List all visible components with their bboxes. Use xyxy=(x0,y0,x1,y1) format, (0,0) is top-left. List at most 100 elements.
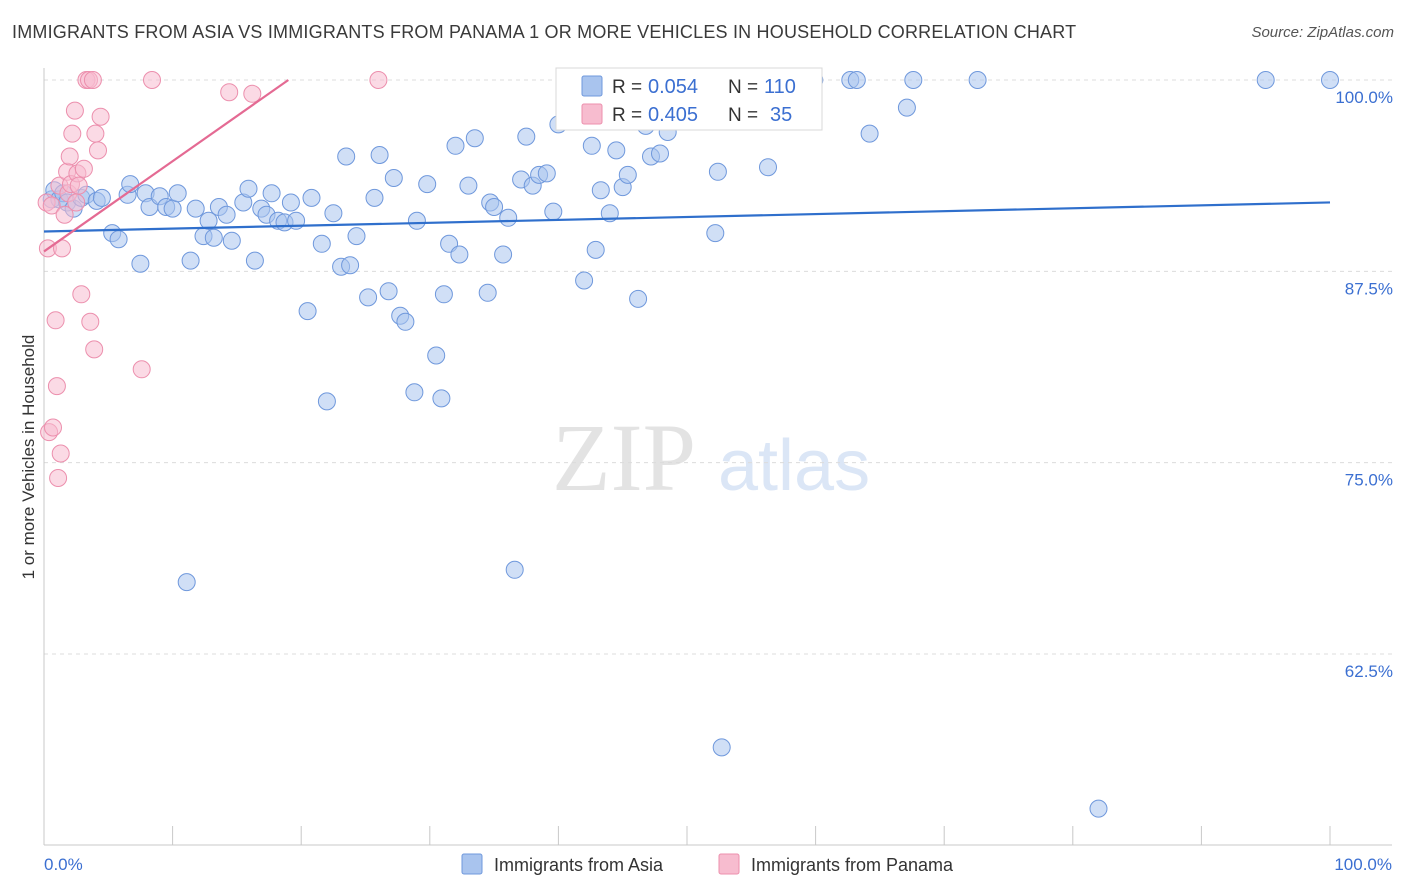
trend-line-asia xyxy=(43,201,1331,233)
asia-point xyxy=(618,165,637,184)
asia-point xyxy=(302,188,321,207)
asia-point xyxy=(427,346,446,365)
asia-point xyxy=(199,211,218,230)
asia-point xyxy=(405,383,424,402)
asia-point xyxy=(239,179,258,198)
series-panama-points xyxy=(37,71,388,487)
asia-point xyxy=(478,283,497,302)
panama-point xyxy=(60,147,79,166)
panama-point xyxy=(42,196,61,215)
asia-point xyxy=(347,227,366,246)
asia-point xyxy=(759,158,777,177)
asia-point xyxy=(860,124,879,143)
asia-point xyxy=(298,302,317,321)
asia-point xyxy=(544,202,563,221)
asia-point xyxy=(575,271,594,290)
asia-point xyxy=(591,181,610,200)
asia-point xyxy=(459,176,478,195)
asia-point xyxy=(968,71,987,89)
asia-point xyxy=(651,144,669,163)
panama-point xyxy=(74,159,93,178)
panama-point xyxy=(132,360,151,379)
asia-point xyxy=(359,288,378,307)
asia-point xyxy=(904,71,923,89)
asia-point xyxy=(379,282,398,301)
panama-point xyxy=(85,340,104,359)
panama-point xyxy=(220,83,239,102)
stats-asia-n-value: 110 xyxy=(764,76,796,98)
asia-point xyxy=(384,169,403,187)
stats-asia-r-value: 0.054 xyxy=(648,76,698,98)
asia-point xyxy=(434,285,453,304)
asia-point xyxy=(712,738,731,757)
legend-label-panama: Immigrants from Panama xyxy=(751,855,954,875)
asia-point xyxy=(708,162,727,181)
asia-point xyxy=(245,251,264,270)
y-tick-labels: 100.0% 87.5% 75.0% 62.5% xyxy=(1335,88,1393,681)
asia-point xyxy=(629,289,648,308)
asia-point xyxy=(600,204,619,223)
panama-point xyxy=(72,285,91,304)
asia-point xyxy=(204,228,223,247)
legend-swatch-asia xyxy=(461,853,483,875)
watermark-zip: ZIP xyxy=(552,404,696,511)
asia-point xyxy=(582,136,601,155)
asia-point xyxy=(847,71,866,89)
asia-point xyxy=(465,129,484,148)
x-tick-label-max: 100.0% xyxy=(1334,855,1392,874)
x-tick-label-min: 0.0% xyxy=(44,855,83,874)
asia-point xyxy=(537,164,556,183)
asia-point xyxy=(262,184,281,203)
stats-panama-n-label: N = xyxy=(728,105,758,126)
stats-panama-r-label: R = xyxy=(612,105,642,126)
trend-line-panama xyxy=(43,79,289,253)
stats-asia-r-label: R = xyxy=(612,77,642,98)
asia-point xyxy=(168,184,187,203)
panama-point xyxy=(47,377,66,396)
y-tick-label-0: 100.0% xyxy=(1335,88,1393,107)
panama-point xyxy=(86,124,105,143)
asia-point xyxy=(607,141,626,160)
asia-point xyxy=(499,208,518,227)
asia-point xyxy=(505,560,524,579)
stats-swatch-asia xyxy=(581,75,603,97)
stats-legend: R = 0.054 N = 110 R = 0.405 N = 35 xyxy=(555,67,823,131)
stats-swatch-panama xyxy=(581,103,603,125)
asia-point xyxy=(186,199,205,218)
series-asia-points xyxy=(42,71,1339,818)
asia-point xyxy=(92,188,111,207)
panama-point xyxy=(46,311,65,330)
panama-point xyxy=(83,71,102,89)
y-tick-label-3: 62.5% xyxy=(1345,662,1393,681)
watermark: ZIP atlas xyxy=(552,404,870,511)
panama-point xyxy=(49,469,68,487)
panama-point xyxy=(69,176,88,195)
asia-point xyxy=(324,204,343,223)
asia-point xyxy=(446,136,465,155)
asia-point xyxy=(432,389,451,408)
asia-point xyxy=(131,254,150,273)
y-tick-label-1: 87.5% xyxy=(1345,279,1393,298)
asia-point xyxy=(312,234,331,253)
panama-point xyxy=(55,205,74,224)
asia-point xyxy=(341,256,360,275)
panama-point xyxy=(91,107,110,126)
y-axis-title: 1 or more Vehicles in Household xyxy=(19,335,38,580)
asia-point xyxy=(109,230,128,249)
asia-point xyxy=(396,312,415,331)
panama-point xyxy=(67,193,86,212)
asia-point xyxy=(450,245,469,264)
stats-panama-r-value: 0.405 xyxy=(648,104,698,126)
asia-point xyxy=(1321,71,1339,89)
panama-point xyxy=(81,312,100,331)
watermark-atlas: atlas xyxy=(718,426,870,506)
panama-point xyxy=(44,418,62,437)
asia-point xyxy=(337,147,356,166)
asia-point xyxy=(281,193,300,212)
y-tick-label-2: 75.0% xyxy=(1345,471,1393,490)
x-axis-ticks xyxy=(43,826,1331,845)
panama-point xyxy=(89,141,107,160)
asia-point xyxy=(586,240,605,259)
stats-panama-n-value: 35 xyxy=(770,104,792,126)
